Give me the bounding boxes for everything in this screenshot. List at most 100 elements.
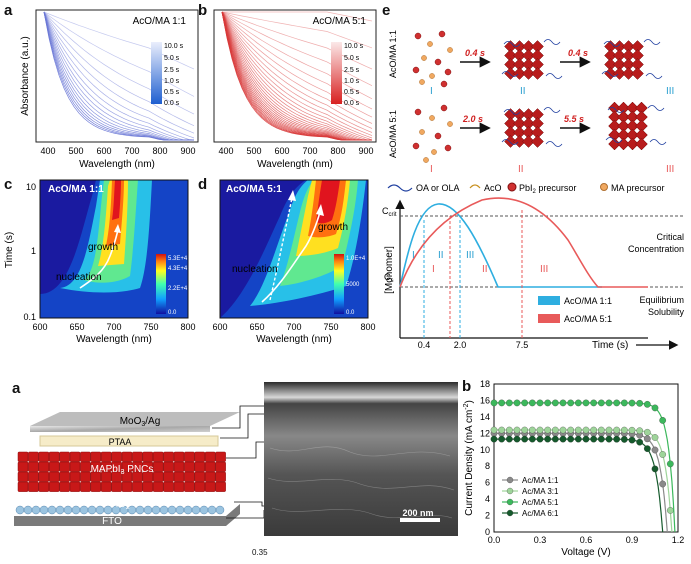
jv-point [590,399,598,407]
time-colorbar [331,42,342,104]
pnc-cube [163,481,174,492]
jv-point [613,399,621,407]
pnc-cube [132,461,143,472]
panel-a-top: a AcO/MA 1:1 10.0 s 5.0 s 2.5 s 1.0 s 0.… [0,0,200,178]
absorbance-trace [43,11,195,141]
jv-line [494,438,664,533]
legend-label-5-1: AcO/MA 5:1 [564,314,612,324]
jv-point [628,426,636,434]
pnc-cube [28,471,39,482]
layer-label: FTO [102,516,122,527]
pnc-cube [142,461,154,472]
absorbance-trace [43,11,194,141]
legend-marker [506,498,514,506]
x-tick-labels: 600 650 700 750 800 [32,322,195,332]
stage-II: II [482,264,488,275]
svg-text:700: 700 [106,322,121,332]
colorbar-ticks: 10.0 s 5.0 s 2.5 s 1.0 s 0.5 s 0.0 s [164,43,184,107]
jv-point [574,435,582,443]
pnc-cube [194,481,206,492]
jv-point [544,426,552,434]
svg-text:5.0 s: 5.0 s [164,55,180,62]
stage-III: III [466,250,474,261]
pnc-cube [111,471,122,482]
pnc-cube [111,481,122,492]
jv-legend: Ac/MA 1:1 Ac/MA 3:1 Ac/MA 5:1 Ac/MA 6:1 [502,476,559,518]
panel-letter: b [198,2,208,19]
tio2-particle [87,505,97,515]
jv-point [620,426,628,434]
time-label: 0.4 s [568,48,588,58]
jv-point [536,399,544,407]
jv-point [528,399,536,407]
legend-label: Ac/MA 5:1 [522,498,559,507]
crystal-unit [631,67,644,80]
x-axis-label: Wavelength (nm) [256,334,332,345]
absorbance-trace [222,11,373,22]
concentration-label: Concentration [628,244,684,254]
svg-text:500: 500 [246,146,261,156]
svg-text:2.0: 2.0 [454,340,467,350]
moo3-ag-layer-top [30,412,240,426]
x-axis-label: Time (s) [592,340,628,350]
plot-frame [39,179,189,319]
arrow-head [288,190,296,201]
absorbance-chart-5-1: AcO/MA 5:1 10.0 s 5.0 s 2.5 s 1.0 s 0.5 … [213,9,377,170]
pnc-cube [17,471,29,482]
plot-frame [493,383,679,533]
pnc-cube [17,461,29,472]
jv-point [536,426,544,434]
time-colorbar [151,42,162,104]
jv-point [521,399,529,407]
pnc-cube [90,481,102,492]
jv-point [590,426,598,434]
y-tick-label: 8 [485,461,490,471]
absorbance-trace [43,11,195,139]
jv-point [636,438,644,446]
ma-icon [600,183,608,191]
fto-layer [14,504,240,526]
jv-point [605,399,613,407]
stage-III: III [666,86,674,97]
jv-point [659,417,667,424]
tio2-particle [143,505,153,515]
legend-title: AcO/MA 1:1 [133,16,187,27]
pnc-cube [142,481,154,492]
pnc-cube [59,451,70,462]
y-tick-label: 14 [480,412,490,422]
pnc-cube [121,451,133,462]
axis-ticks: 0.0 0.3 0.6 0.9 1.2 0 2 4 6 8 10 12 14 16 18 [480,379,684,545]
svg-text:7.5: 7.5 [516,340,529,350]
ligand [603,41,621,47]
nucleation-label: nucleation [232,264,278,275]
lamer-plot: [Monomer] Ccrit Cs Critical Concentratio… [382,197,684,351]
svg-text:5.3E+4: 5.3E+4 [168,256,188,262]
crystal-cluster [501,107,563,148]
jv-point [605,435,613,443]
nucleation-label: nucleation [56,272,102,283]
jv-point [574,399,582,407]
pnc-cube [121,461,133,472]
absorbance-trace [43,11,195,134]
pnc-cube [194,461,206,472]
jv-point [490,435,498,443]
pbi-dot [434,58,442,66]
absorbance-trace [221,11,372,141]
jv-point [659,451,667,458]
y-axis-label: Absorbance (a.u.) [20,36,31,116]
svg-text:5.0 s: 5.0 s [344,55,360,62]
pbi-dot [412,142,420,150]
pnc-cube [48,471,60,482]
tio2-particle [39,505,49,515]
aco-icon [469,184,481,189]
jv-point [597,435,605,443]
colorbar-ticks: 5.3E+4 4.3E+4 2.2E+4 0.0 [168,256,188,316]
curve-aco-5-1 [399,197,648,288]
absorbance-chart-1-1: AcO/MA 1:1 10.0 s 5.0 s 2.5 s 1.0 s 0.5 … [20,9,199,170]
arrow-head [114,224,121,233]
tio2-particle [175,505,185,515]
jv-point [651,434,659,441]
svg-text:0.0 s: 0.0 s [344,100,360,107]
pnc-cube [80,451,91,462]
svg-text:MA precursor: MA precursor [611,183,665,193]
